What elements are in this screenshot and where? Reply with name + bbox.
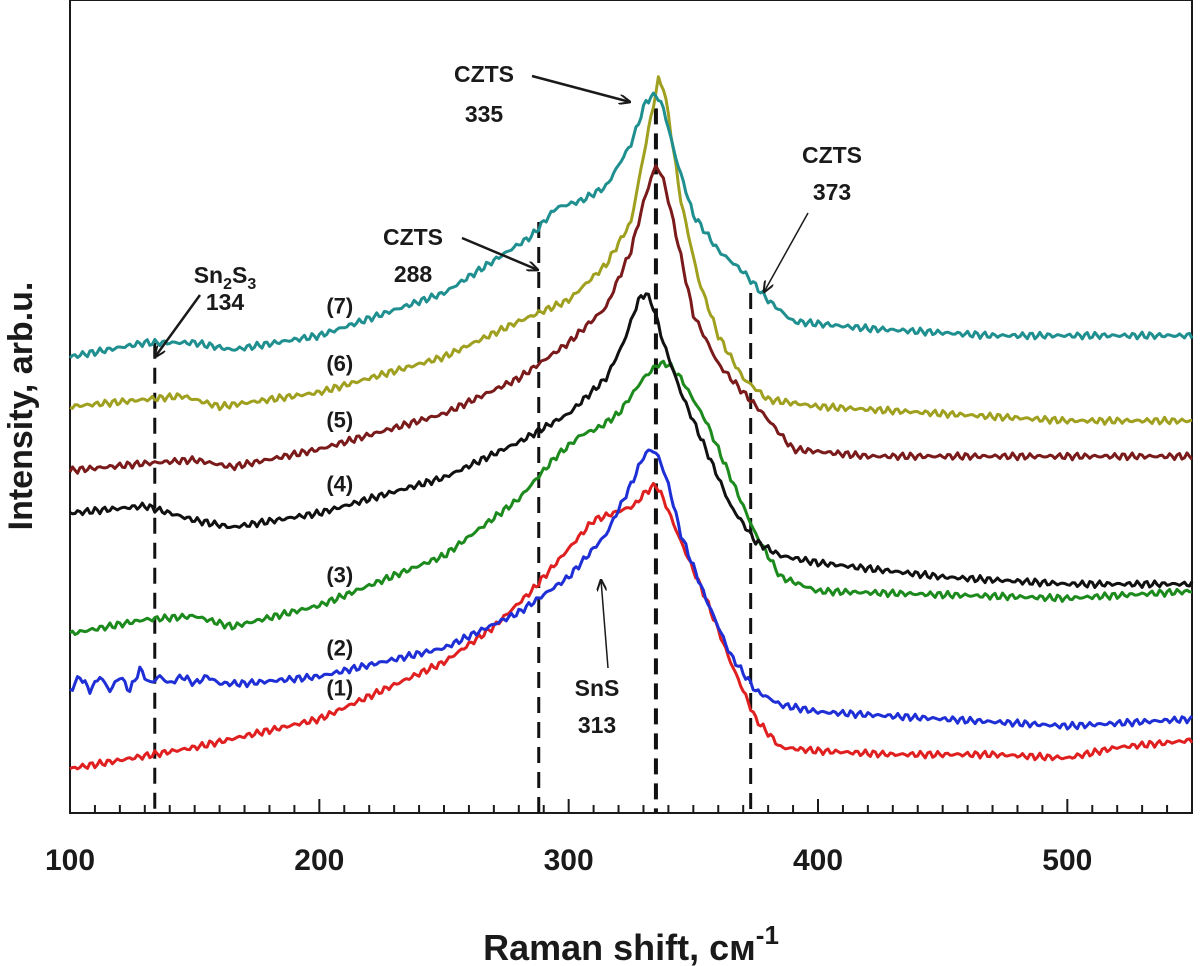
annotation-arrow-373 bbox=[764, 212, 809, 292]
series-line-2 bbox=[69, 448, 1194, 731]
annotation-value-288: 288 bbox=[394, 261, 433, 287]
x-tick-label-300: 300 bbox=[544, 844, 594, 877]
annotation-373: CZTS 373 bbox=[764, 142, 862, 292]
series-group bbox=[68, 75, 1194, 771]
series-label-7: (7) bbox=[326, 293, 353, 318]
annotation-value-134: 134 bbox=[206, 289, 245, 315]
annotation-label-134: Sn2S3 bbox=[194, 262, 257, 293]
x-tick-label-200: 200 bbox=[294, 844, 344, 877]
annotation-label-373: CZTS bbox=[802, 142, 862, 168]
series-line-5 bbox=[68, 164, 1194, 475]
x-tick-label-400: 400 bbox=[793, 844, 843, 877]
plot-frame bbox=[69, 0, 1193, 814]
x-ticks bbox=[69, 799, 1193, 813]
reference-lines bbox=[153, 108, 753, 813]
series-line-4 bbox=[69, 292, 1194, 589]
series-line-3 bbox=[69, 359, 1193, 636]
series-label-2: (2) bbox=[326, 636, 353, 661]
annotation-313: SnS 313 bbox=[575, 580, 620, 738]
x-axis-label-text: Raman shift, см bbox=[483, 927, 756, 966]
annotation-335: CZTS 335 bbox=[454, 61, 630, 127]
series-line-7 bbox=[68, 91, 1194, 359]
annotation-label-313: SnS bbox=[575, 675, 620, 701]
series-line-6 bbox=[69, 75, 1193, 426]
series-label-3: (3) bbox=[326, 562, 353, 587]
annotation-value-313: 313 bbox=[578, 712, 616, 738]
x-axis-label-superscript: -1 bbox=[756, 920, 779, 950]
annotation-label-288: CZTS bbox=[383, 224, 443, 250]
x-tick-labels: 100 200 300 400 500 bbox=[45, 844, 1092, 877]
annotation-value-373: 373 bbox=[813, 179, 851, 205]
annotation-arrow-134 bbox=[155, 294, 202, 357]
annotation-value-335: 335 bbox=[465, 101, 504, 127]
x-tick-label-500: 500 bbox=[1042, 844, 1092, 877]
series-label-4: (4) bbox=[326, 472, 353, 497]
annotation-arrow-335 bbox=[531, 74, 630, 102]
y-axis-label: Intensity, arb.u. bbox=[2, 282, 40, 531]
annotation-arrow-313 bbox=[601, 580, 609, 669]
series-label-6: (6) bbox=[326, 351, 353, 376]
series-line-1 bbox=[69, 481, 1194, 771]
annotation-arrow-288 bbox=[461, 236, 538, 270]
annotation-288: CZTS 288 bbox=[383, 224, 538, 287]
series-label-1: (1) bbox=[326, 675, 353, 700]
x-axis-label: Raman shift, см-1 bbox=[483, 920, 779, 966]
annotation-label-335: CZTS bbox=[454, 61, 514, 87]
series-label-5: (5) bbox=[326, 408, 353, 433]
series-labels: (1) (2) (3) (4) (5) (6) (7) bbox=[326, 293, 353, 700]
x-tick-label-100: 100 bbox=[45, 844, 95, 877]
